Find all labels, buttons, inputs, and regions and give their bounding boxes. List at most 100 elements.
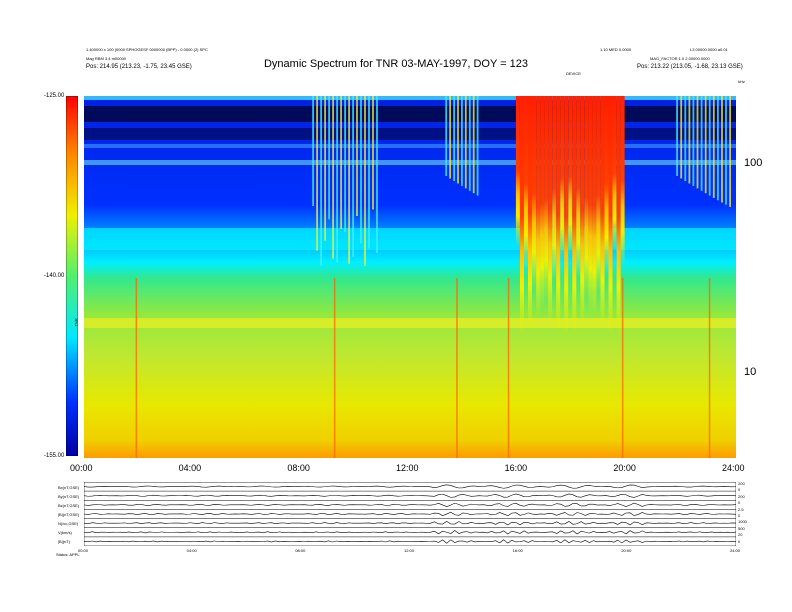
burst-2-strip-17	[584, 96, 589, 299]
header-right-line-4: L3 00000.0000 a0.01	[690, 47, 728, 52]
colorbar-tick-bottom: -155.00	[44, 453, 65, 459]
burst-1-strip-7	[472, 96, 475, 194]
burst-3-strip-10	[717, 96, 719, 201]
burst-2-strip-5	[536, 96, 541, 318]
header-right-line-1: 1.10 MED 0.0000	[600, 47, 632, 52]
burst-0-strip-13	[364, 96, 366, 266]
burst-2-strip-7	[544, 96, 549, 302]
panel-time-tick-3: 12:00	[404, 548, 415, 553]
burst-0-strip-12	[360, 96, 362, 244]
burst-0-strip-2	[320, 96, 322, 266]
panel-right-tick-8: 20	[738, 532, 743, 538]
header-left-line-2: Mag RBM 3.4 m00000	[86, 56, 127, 61]
burst-2-strip-21	[600, 96, 605, 328]
burst-1-strip-0	[445, 96, 448, 176]
burst-2-strip-26	[620, 96, 625, 266]
burst-2-strip-2	[524, 96, 528, 269]
spike-3	[507, 278, 510, 458]
freq-unit: kHz	[738, 79, 745, 84]
time-tick-6: 24:00	[722, 463, 745, 473]
spike-0	[135, 278, 138, 458]
burst-1-strip-1	[449, 96, 451, 179]
burst-2-strip-8	[548, 96, 553, 324]
time-tick-2: 08:00	[287, 463, 310, 473]
panel-right-tick-9: 0	[738, 538, 741, 544]
burst-2-strip-16	[580, 96, 585, 326]
burst-2-strip-15	[576, 96, 581, 279]
device-annotation: DEVICE	[566, 71, 581, 76]
burst-1-strip-8	[476, 96, 479, 196]
colorbar-label: TNR	[73, 318, 79, 327]
chart-title: Dynamic Spectrum for TNR 03-MAY-1997, DO…	[263, 58, 528, 70]
panel-time-tick-4: 16:00	[512, 548, 523, 553]
panel-right-tick-1: 0	[738, 487, 741, 493]
panel-trace-2	[84, 502, 736, 507]
burst-0-strip-9	[348, 96, 350, 264]
burst-3-strip-8	[708, 96, 711, 196]
burst-2-strip-14	[572, 96, 577, 334]
time-tick-3: 12:00	[396, 463, 419, 473]
burst-1-strip-2	[453, 96, 455, 181]
colorbar-tick-mid: -140.00	[44, 273, 65, 279]
burst-2-strip-19	[592, 96, 597, 316]
spike-5	[708, 278, 711, 458]
header-right-line-3: Pos: 213.22 (213.05, -1.68, 23.13 GSE)	[637, 64, 743, 70]
burst-0-strip-10	[352, 96, 354, 257]
burst-0-strip-1	[316, 96, 318, 251]
panel-time-tick-0: 00:00	[78, 548, 89, 553]
panel-label-2: Bz(nT,GSE)	[58, 502, 80, 508]
burst-3-strip-7	[704, 96, 707, 194]
burst-3-strip-12	[725, 96, 727, 205]
burst-0-strip-4	[328, 96, 330, 220]
burst-2-strip-25	[616, 96, 621, 336]
panel-label-6: |B|(nT)	[58, 539, 71, 545]
panel-label-5: V(km/s)	[58, 530, 72, 536]
burst-2-strip-24	[612, 96, 617, 250]
burst-3-strip-9	[712, 96, 715, 198]
burst-2-strip-18	[588, 96, 593, 312]
colorbar	[66, 96, 78, 456]
panel-right-tick-0: 200	[738, 481, 745, 486]
panel-label-3: |B|(nT,GSE)	[58, 512, 80, 517]
burst-0-strip-11	[356, 96, 358, 216]
burst-3-strip-1	[680, 96, 683, 179]
burst-0-strip-8	[344, 96, 346, 233]
panel-time-tick-6: 24:00	[730, 548, 741, 553]
panel-right-tick-2: 200	[738, 493, 745, 499]
panel-label-4: N(/cc,GSE)	[58, 521, 79, 527]
burst-2-strip-4	[532, 96, 536, 291]
burst-3-strip-11	[721, 96, 723, 203]
burst-0-strip-14	[368, 96, 370, 249]
panel-trace-3	[84, 511, 736, 517]
panel-time-tick-1: 04:00	[186, 548, 197, 553]
burst-3-strip-0	[676, 96, 678, 176]
freq-tick-100: 100	[744, 157, 763, 169]
panel-label-1: By(nT,GSE)	[58, 493, 80, 499]
panel-trace-4	[84, 521, 736, 526]
spike-2	[456, 278, 458, 458]
burst-0-strip-3	[324, 96, 326, 241]
burst-2-strip-3	[528, 96, 532, 330]
burst-0-strip-5	[332, 96, 334, 259]
panel-right-tick-4: 2.5	[738, 506, 744, 512]
burst-3-strip-2	[684, 96, 687, 181]
burst-2-strip-10	[556, 96, 561, 333]
panel-right-tick-5: 0	[738, 513, 741, 518]
burst-2-strip-6	[540, 96, 545, 309]
burst-1-strip-3	[457, 96, 459, 184]
burst-1-strip-6	[468, 96, 471, 191]
header-left-line-1: 1.400000 x 100 (0000 SPHOGESF 0000000 (B…	[86, 47, 208, 52]
burst-3-strip-5	[696, 96, 699, 189]
burst-2-strip-0	[515, 96, 520, 246]
colorbar-tick-top: -125.00	[44, 93, 65, 99]
spectrogram	[84, 96, 736, 458]
time-tick-1: 04:00	[178, 463, 202, 473]
burst-2-strip-13	[568, 96, 573, 256]
panel-trace-0	[84, 484, 736, 489]
panel-trace-6	[84, 539, 736, 544]
status-footer: Status: APPL	[56, 552, 80, 557]
burst-0-strip-16	[376, 96, 378, 253]
burst-3-strip-3	[688, 96, 691, 184]
burst-3-strip-4	[692, 96, 695, 186]
burst-0-strip-15	[372, 96, 374, 210]
